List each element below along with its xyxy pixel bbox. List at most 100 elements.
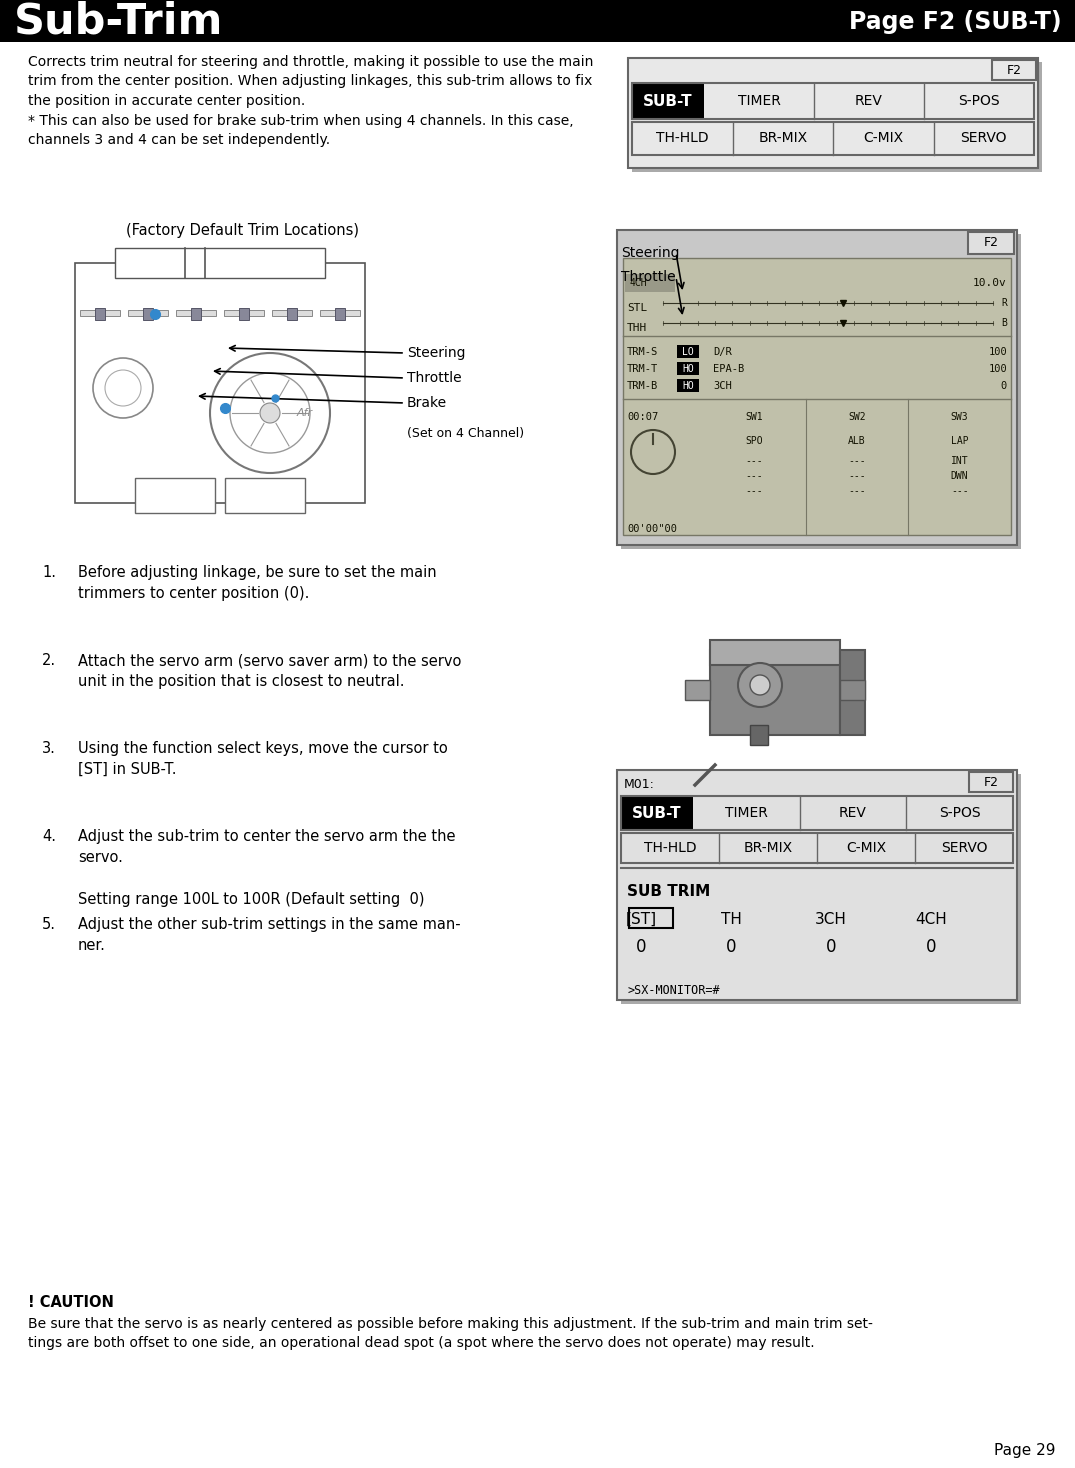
Text: SW3: SW3 <box>951 413 969 421</box>
Text: 3CH: 3CH <box>815 912 847 926</box>
Text: ---: --- <box>848 486 865 496</box>
Text: ---: --- <box>848 457 865 465</box>
Text: Throttle: Throttle <box>621 270 675 283</box>
Text: 0: 0 <box>926 938 936 956</box>
Text: (Factory Default Trim Locations): (Factory Default Trim Locations) <box>127 223 359 238</box>
Text: 4.: 4. <box>42 829 56 844</box>
Text: F2: F2 <box>984 236 999 250</box>
Bar <box>128 310 168 316</box>
Text: R: R <box>1001 298 1007 308</box>
Text: Afr: Afr <box>297 408 313 418</box>
Text: HO: HO <box>683 382 693 390</box>
Bar <box>75 263 366 504</box>
Text: B: B <box>1001 319 1007 327</box>
Text: BR-MIX: BR-MIX <box>744 841 792 854</box>
Bar <box>621 774 1021 1004</box>
Bar <box>685 680 710 700</box>
Text: REV: REV <box>855 94 883 109</box>
Text: Steering: Steering <box>407 346 465 360</box>
Bar <box>624 258 1010 534</box>
Text: 0: 0 <box>635 938 646 956</box>
Text: 4CH: 4CH <box>629 277 647 288</box>
Text: TRM-T: TRM-T <box>627 364 658 374</box>
Text: SERVO: SERVO <box>960 132 1007 145</box>
Text: SUB TRIM: SUB TRIM <box>627 885 711 900</box>
Text: Sub-Trim: Sub-Trim <box>14 1 224 43</box>
Bar <box>632 84 704 119</box>
Text: HO: HO <box>683 364 693 374</box>
Text: TH-HLD: TH-HLD <box>644 841 697 854</box>
Text: TH: TH <box>720 912 742 926</box>
Text: 4CH: 4CH <box>915 912 947 926</box>
Bar <box>80 310 120 316</box>
Text: Be sure that the servo is as nearly centered as possible before making this adju: Be sure that the servo is as nearly cent… <box>28 1317 873 1351</box>
Text: 0: 0 <box>826 938 836 956</box>
Bar <box>710 650 840 735</box>
Bar <box>617 771 1017 1000</box>
Text: SERVO: SERVO <box>941 841 987 854</box>
Bar <box>632 84 1034 119</box>
Bar <box>632 62 1042 172</box>
Text: 3.: 3. <box>42 741 56 756</box>
Text: F2: F2 <box>984 775 999 788</box>
Text: Steering: Steering <box>621 247 679 260</box>
Text: Adjust the sub-trim to center the servo arm the the
servo.

Setting range 100L t: Adjust the sub-trim to center the servo … <box>78 829 456 907</box>
Text: SUB-T: SUB-T <box>643 94 692 109</box>
Bar <box>335 308 345 320</box>
Text: TH-HLD: TH-HLD <box>656 132 708 145</box>
Text: ! CAUTION: ! CAUTION <box>28 1295 114 1309</box>
Bar <box>840 650 865 735</box>
Text: LO: LO <box>683 346 693 357</box>
Text: ALB: ALB <box>848 436 865 446</box>
Bar <box>176 310 216 316</box>
Bar <box>629 909 673 928</box>
Bar <box>225 479 305 512</box>
Bar <box>625 275 675 292</box>
Bar <box>969 772 1013 793</box>
Circle shape <box>689 784 701 796</box>
Text: Brake: Brake <box>407 396 447 410</box>
Bar <box>95 308 105 320</box>
Text: Adjust the other sub-trim settings in the same man-
ner.: Adjust the other sub-trim settings in th… <box>78 918 460 953</box>
Text: SW2: SW2 <box>848 413 865 421</box>
Text: BR-MIX: BR-MIX <box>758 132 807 145</box>
Bar <box>224 310 264 316</box>
Text: SW1: SW1 <box>746 413 763 421</box>
Text: ---: --- <box>746 471 763 482</box>
Circle shape <box>739 664 782 708</box>
Text: SPO: SPO <box>746 436 763 446</box>
Text: LAP: LAP <box>951 436 969 446</box>
Text: 2.: 2. <box>42 653 56 668</box>
Text: Before adjusting linkage, be sure to set the main
trimmers to center position (0: Before adjusting linkage, be sure to set… <box>78 565 436 600</box>
Text: 00'00"00: 00'00"00 <box>627 524 677 534</box>
Bar <box>677 363 699 374</box>
Text: INT: INT <box>951 457 969 465</box>
Text: STL: STL <box>627 302 647 313</box>
Bar <box>840 680 865 700</box>
Bar <box>320 310 360 316</box>
Text: Page 29: Page 29 <box>993 1443 1055 1458</box>
Text: EPA-B: EPA-B <box>713 364 744 374</box>
Text: TRM-B: TRM-B <box>627 382 658 390</box>
Bar <box>115 248 325 277</box>
Text: ---: --- <box>746 457 763 465</box>
Bar <box>621 796 693 829</box>
Text: M01:: M01: <box>624 778 655 790</box>
Text: D/R: D/R <box>713 346 732 357</box>
Bar <box>968 232 1014 254</box>
Bar <box>621 233 1021 549</box>
Bar <box>750 725 768 744</box>
Bar <box>287 308 297 320</box>
Text: 5.: 5. <box>42 918 56 932</box>
Text: THH: THH <box>627 323 647 333</box>
Text: ---: --- <box>951 486 969 496</box>
Text: ---: --- <box>848 471 865 482</box>
Text: TIMER: TIMER <box>737 94 780 109</box>
Text: TRM-S: TRM-S <box>627 346 658 357</box>
Text: (Set on 4 Channel): (Set on 4 Channel) <box>407 427 525 439</box>
Text: 1.: 1. <box>42 565 56 580</box>
Text: 3CH: 3CH <box>713 382 732 390</box>
Bar <box>677 379 699 392</box>
Text: C-MIX: C-MIX <box>863 132 903 145</box>
Bar <box>621 832 1013 863</box>
